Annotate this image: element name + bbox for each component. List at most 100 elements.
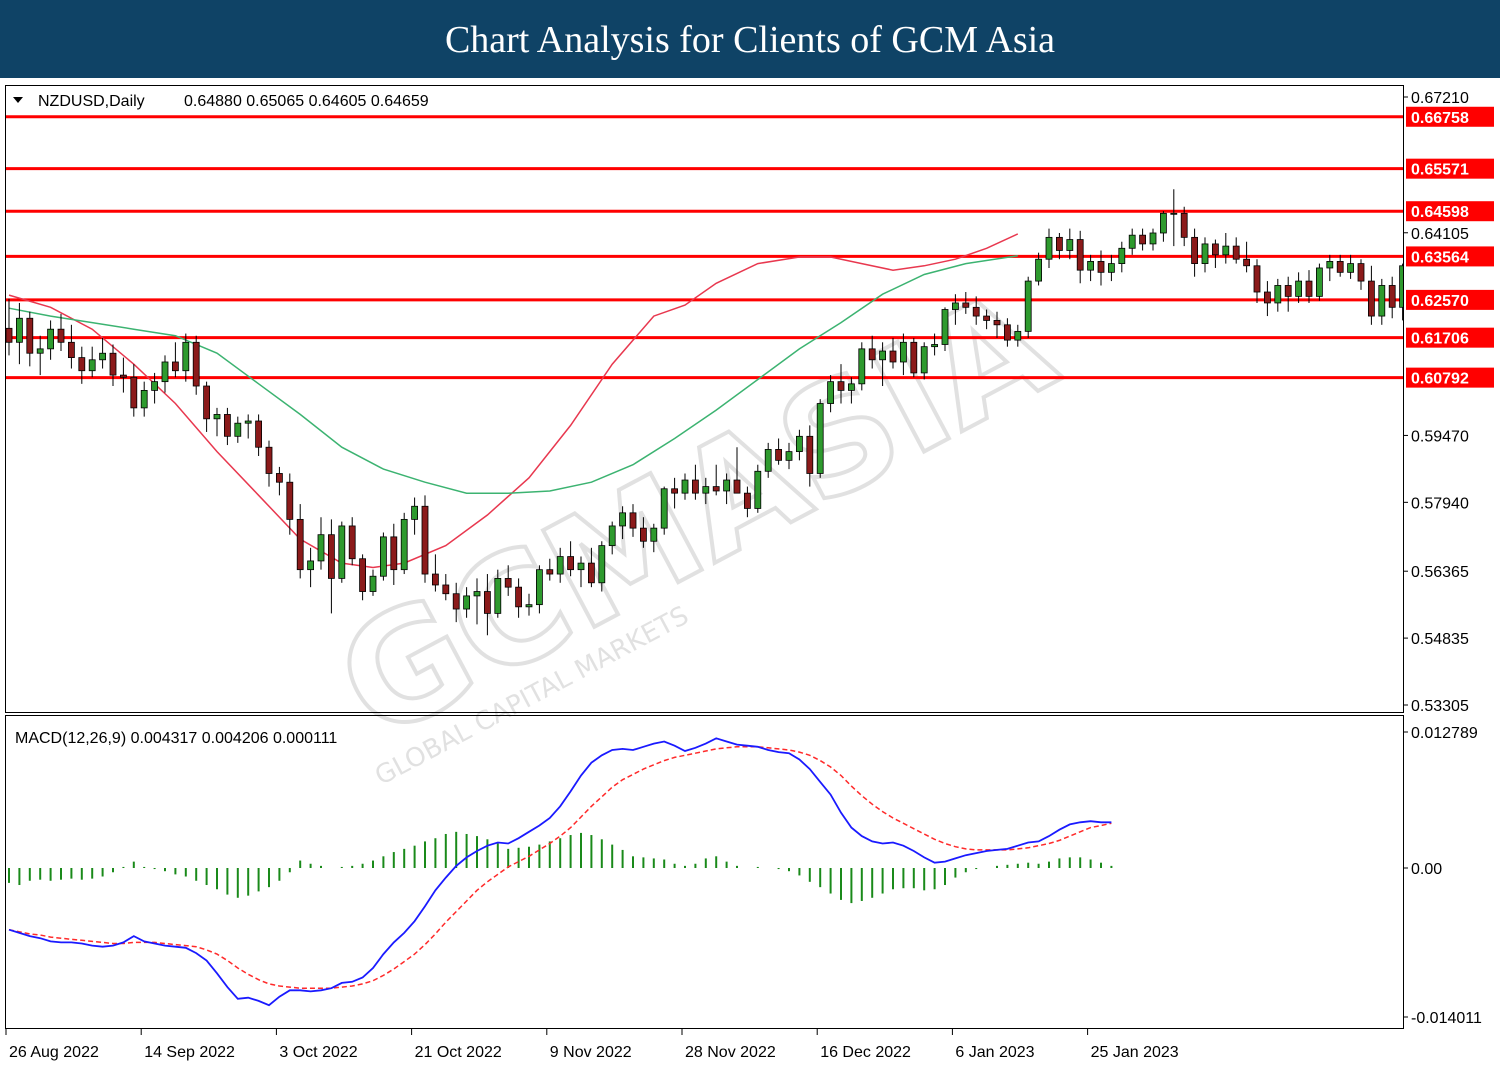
candle xyxy=(972,296,980,325)
candle xyxy=(390,523,398,585)
candle xyxy=(900,333,907,376)
candle xyxy=(1368,265,1375,325)
candle xyxy=(692,464,699,500)
candle xyxy=(317,517,325,570)
candle xyxy=(369,569,377,596)
candle xyxy=(827,375,834,413)
candle xyxy=(889,337,897,369)
candle xyxy=(837,364,845,404)
candle-body-up xyxy=(473,591,481,597)
price-tick-label: 0.67210 xyxy=(1411,90,1469,107)
candle-body-up xyxy=(1035,258,1042,282)
candle xyxy=(744,486,751,518)
candle-body-up xyxy=(317,534,325,562)
candle-body-up xyxy=(931,344,938,348)
candle-body-down xyxy=(1305,280,1313,297)
candle xyxy=(941,307,949,352)
candle-body-up xyxy=(88,359,96,372)
candle-body-up xyxy=(99,352,106,361)
x-tick-label: 9 Nov 2022 xyxy=(550,1044,632,1061)
ohlc-header: 0.64880 0.65065 0.64605 0.64659 xyxy=(184,93,429,110)
candle-body-up xyxy=(796,435,803,453)
candle-body-up xyxy=(1326,261,1334,269)
candle xyxy=(754,464,762,513)
candle-body-down xyxy=(504,578,512,588)
moving-average-fast xyxy=(8,233,1019,569)
candle-body-down xyxy=(1284,285,1292,297)
candle-body-down xyxy=(744,492,751,509)
candle-body-down xyxy=(712,486,720,492)
symbol-dropdown-icon[interactable] xyxy=(13,97,23,103)
level-label: 0.62570 xyxy=(1411,293,1469,310)
candle xyxy=(1284,276,1292,312)
candle xyxy=(1004,318,1011,347)
candle-body-up xyxy=(1222,245,1230,256)
candle xyxy=(681,473,689,500)
candle xyxy=(265,440,273,487)
level-label-box xyxy=(1406,158,1494,179)
candle-body-down xyxy=(1212,243,1219,256)
level-label-box xyxy=(1406,289,1494,310)
x-tick-label: 21 Oct 2022 xyxy=(415,1044,502,1061)
candle-body-down xyxy=(983,315,990,321)
price-tick-label: 0.53305 xyxy=(1411,698,1469,715)
candle-body-up xyxy=(379,536,387,577)
candle-body-up xyxy=(1066,239,1074,251)
candle xyxy=(1149,228,1157,251)
candle-body-up xyxy=(151,381,159,391)
candle xyxy=(796,429,803,461)
candle-body-up xyxy=(1295,280,1302,297)
candle xyxy=(640,517,647,548)
candle-body-up xyxy=(338,525,346,579)
level-label-box xyxy=(1406,246,1494,267)
candle-body-up xyxy=(681,479,689,494)
candle xyxy=(1316,263,1323,301)
candle-body-down xyxy=(1357,263,1365,282)
candle xyxy=(1326,254,1334,282)
candle-body-down xyxy=(223,414,231,437)
candle xyxy=(109,344,117,387)
candle-body-down xyxy=(78,357,86,372)
candle-body-up xyxy=(920,346,928,374)
candle xyxy=(931,333,938,356)
candle xyxy=(671,477,678,509)
candle xyxy=(629,504,637,537)
candle xyxy=(1274,278,1282,312)
candle xyxy=(120,357,127,393)
candle xyxy=(1139,228,1146,251)
candle-body-up xyxy=(764,449,772,472)
candle xyxy=(296,504,304,579)
candle-body-down xyxy=(1232,245,1240,260)
candle xyxy=(1024,276,1032,338)
candle xyxy=(1170,189,1178,247)
candle-body-down xyxy=(286,481,294,520)
candle-body-down xyxy=(868,348,876,361)
candle-body-down xyxy=(629,512,637,529)
candle xyxy=(452,582,460,623)
candle-body-up xyxy=(369,575,377,592)
candle xyxy=(1160,211,1167,242)
candle xyxy=(1035,252,1042,286)
candle xyxy=(327,519,335,614)
candle xyxy=(140,381,148,417)
candle xyxy=(660,486,668,535)
candle-body-down xyxy=(452,593,460,610)
candle xyxy=(463,587,471,618)
candle-body-down xyxy=(348,525,356,560)
price-panel-frame xyxy=(5,85,1404,713)
macd-panel-frame xyxy=(5,715,1404,1029)
candle xyxy=(546,558,554,581)
candle-body-up xyxy=(494,578,502,614)
x-tick-label: 25 Jan 2023 xyxy=(1091,1044,1179,1061)
candle-body-down xyxy=(442,584,450,595)
candle-body-up xyxy=(234,422,242,437)
candle xyxy=(1378,278,1386,325)
candle-body-down xyxy=(431,573,439,586)
candle-body-up xyxy=(47,328,54,350)
candle xyxy=(764,442,772,478)
candle xyxy=(1253,259,1261,303)
candle-body-down xyxy=(1264,291,1271,304)
candle-body-down xyxy=(1139,234,1146,245)
candle-body-up xyxy=(577,562,585,571)
